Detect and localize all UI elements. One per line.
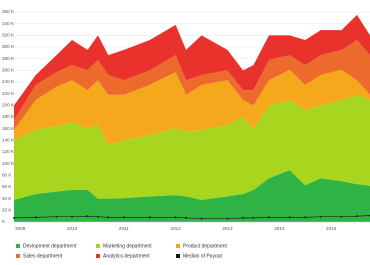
legend-swatch bbox=[16, 254, 20, 258]
y-tick-label: 320 K bbox=[2, 33, 15, 38]
legend-swatch bbox=[176, 244, 180, 248]
y-tick-label: 80 K bbox=[2, 173, 12, 178]
y-tick-label: 340 K bbox=[2, 21, 15, 26]
legend-label: Analytics department bbox=[103, 253, 150, 259]
area bbox=[14, 40, 370, 130]
point bbox=[200, 217, 203, 220]
x-tick-label: 2014 bbox=[274, 226, 285, 231]
legend-swatch bbox=[96, 244, 100, 248]
point bbox=[268, 216, 270, 219]
x-tick-label: 2012 bbox=[171, 226, 182, 231]
point bbox=[13, 217, 15, 219]
point bbox=[97, 215, 99, 218]
y-tick-label: 180 K bbox=[2, 114, 15, 119]
point bbox=[304, 216, 307, 219]
point bbox=[148, 216, 151, 219]
y-tick-label: 260 K bbox=[2, 68, 15, 73]
y-tick-label: 200 K bbox=[2, 103, 15, 108]
y-tick-label: 0 bbox=[2, 219, 5, 224]
legend-swatch bbox=[96, 254, 100, 258]
y-tick-label: 100 K bbox=[2, 161, 15, 166]
point bbox=[34, 216, 37, 219]
y-tick-label: 160 K bbox=[2, 126, 15, 131]
point bbox=[252, 217, 255, 219]
y-tick-label: 40 K bbox=[2, 196, 12, 201]
point bbox=[288, 216, 291, 219]
point bbox=[122, 216, 125, 219]
y-tick-label: 300 K bbox=[2, 44, 15, 49]
y-tick-label: 20 K bbox=[2, 208, 12, 213]
legend-label: Devlopment department bbox=[23, 243, 77, 249]
legend-label: Marketing department bbox=[103, 243, 152, 249]
y-tick-label: 120 K bbox=[2, 149, 15, 154]
legend-label: Sales department bbox=[23, 253, 63, 259]
y-tick-label: 140 K bbox=[2, 138, 15, 143]
point bbox=[55, 215, 58, 218]
point bbox=[71, 215, 73, 218]
x-tick-label: 2011 bbox=[119, 226, 129, 231]
point bbox=[242, 217, 244, 219]
point bbox=[185, 217, 187, 219]
point bbox=[86, 215, 89, 218]
y-tick-label: 220 K bbox=[2, 91, 15, 96]
point bbox=[174, 216, 177, 219]
area bbox=[14, 14, 370, 120]
x-tick-label: 2015 bbox=[326, 226, 337, 231]
x-tick-label: 2013 bbox=[222, 226, 233, 231]
legend-label: Product department bbox=[183, 243, 228, 249]
y-tick-label: 280 K bbox=[2, 56, 15, 61]
point bbox=[107, 216, 110, 219]
point bbox=[319, 215, 322, 218]
y-tick-label: 60 K bbox=[2, 184, 12, 189]
x-tick-label: 2010 bbox=[67, 226, 78, 231]
area bbox=[14, 69, 370, 145]
legend-label: Median of Payout bbox=[183, 253, 223, 259]
y-tick-label: 240 K bbox=[2, 79, 15, 84]
point bbox=[226, 217, 229, 220]
y-tick-label: 360 K bbox=[2, 9, 15, 14]
x-tick-label: 2009 bbox=[15, 226, 26, 231]
legend-swatch bbox=[176, 254, 180, 258]
line bbox=[13, 215, 370, 219]
point bbox=[356, 215, 358, 218]
legend-swatch bbox=[16, 244, 20, 248]
area bbox=[14, 94, 370, 200]
point bbox=[340, 215, 343, 218]
area bbox=[14, 170, 370, 222]
